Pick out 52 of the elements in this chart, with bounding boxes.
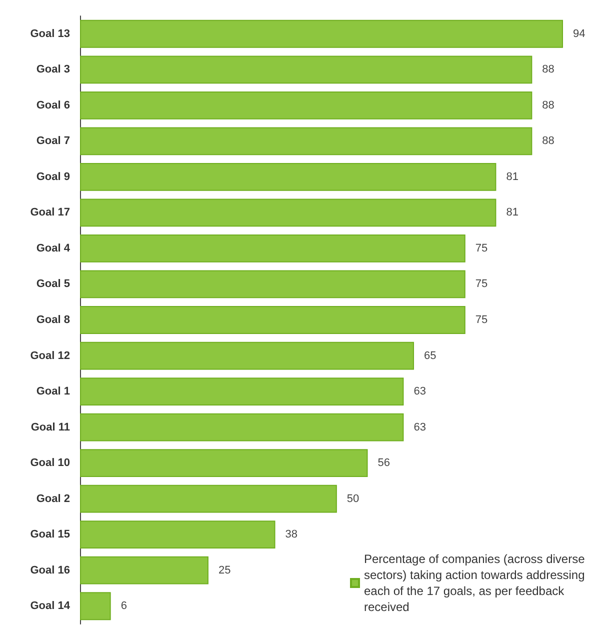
y-tick-label: Goal 5 [36, 278, 70, 290]
data-label: 75 [475, 242, 488, 254]
data-label: 25 [218, 564, 231, 576]
bar [80, 413, 404, 442]
y-tick-label: Goal 14 [30, 600, 71, 612]
y-tick-label: Goal 2 [36, 492, 70, 505]
y-tick-label: Goal 3 [36, 64, 70, 76]
bar [80, 198, 496, 227]
bar [80, 556, 208, 584]
y-tick-label: Goal 16 [30, 564, 70, 576]
data-label: 65 [424, 350, 436, 362]
data-label: 88 [542, 135, 554, 148]
data-label: 38 [285, 528, 298, 541]
y-tick-label: Goal 9 [36, 170, 70, 183]
y-tick-label: Goal 12 [30, 350, 70, 362]
y-tick-label: Goal 13 [30, 28, 70, 40]
data-label: 50 [346, 492, 360, 505]
data-label: 81 [506, 206, 518, 219]
bar [80, 162, 496, 191]
y-tick-label: Goal 4 [36, 242, 71, 254]
data-label: 75 [475, 278, 488, 290]
data-label: 94 [573, 28, 586, 40]
y-tick-label: Goal 15 [30, 528, 70, 541]
data-label: 88 [542, 99, 554, 112]
bar [80, 592, 111, 620]
bar [80, 306, 466, 334]
data-label: 63 [414, 421, 426, 434]
bar [80, 484, 337, 513]
y-tick-label: Goal 11 [30, 421, 70, 434]
data-label: 81 [506, 170, 518, 183]
bar [80, 20, 563, 48]
bar [80, 234, 466, 262]
y-tick-label: Goal 1 [36, 386, 70, 398]
y-tick-label: Goal 17 [30, 206, 70, 219]
bar [80, 270, 466, 298]
bar [80, 127, 532, 156]
bar [80, 91, 532, 120]
y-tick-label: Goal 8 [36, 314, 70, 326]
data-label: 6 [120, 600, 127, 612]
data-label: 88 [542, 64, 554, 76]
y-tick-label: Goal 7 [36, 135, 70, 148]
bar [80, 449, 368, 478]
y-tick-label: Goal 10 [30, 457, 70, 470]
data-label: 63 [414, 386, 426, 398]
bar [80, 520, 276, 549]
y-tick-label: Goal 6 [36, 99, 70, 112]
bar [80, 56, 532, 84]
data-label: 56 [378, 457, 390, 470]
data-label: 75 [475, 314, 488, 326]
bar [80, 378, 404, 406]
bar [80, 342, 414, 370]
legend-label: Percentage of companies (across diverse sectors) taking action towards addressing each of the 17 goals, as per feedback received [364, 552, 588, 614]
